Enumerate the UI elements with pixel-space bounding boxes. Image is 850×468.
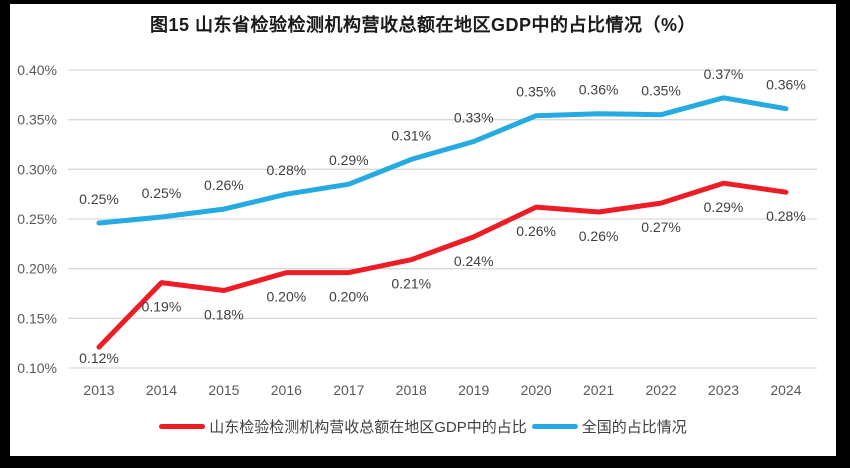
legend-swatch-shandong-line [159, 424, 206, 429]
series-line [96, 180, 789, 350]
legend-label-national: 全国的占比情况 [581, 419, 687, 436]
x-axis-tick-label: 2015 [208, 382, 239, 398]
data-label: 0.21% [391, 276, 431, 292]
data-label: 0.12% [79, 350, 119, 366]
x-axis-tick-label: 2023 [708, 382, 739, 398]
chart-legend: 山东检验检测机构营收总额在地区GDP中的占比 全国的占比情况 [10, 416, 836, 437]
data-label: 0.25% [79, 191, 119, 207]
data-label: 0.36% [766, 77, 806, 93]
x-axis-tick-label: 2013 [83, 382, 114, 398]
x-axis-tick-label: 2021 [583, 382, 614, 398]
data-label: 0.36% [579, 82, 619, 98]
data-label: 0.18% [204, 307, 244, 323]
x-axis-tick-label: 2014 [146, 382, 177, 398]
data-label: 0.29% [704, 199, 744, 215]
legend-label-shandong: 山东检验检测机构营收总额在地区GDP中的占比 [209, 419, 527, 436]
x-axis-tick-label: 2020 [521, 382, 552, 398]
y-axis-tick-label: 0.35% [17, 112, 57, 128]
data-label: 0.24% [454, 253, 494, 269]
data-label: 0.26% [516, 223, 556, 239]
y-axis-tick-label: 0.10% [17, 360, 57, 376]
y-axis-tick-label: 0.40% [17, 62, 57, 78]
data-label: 0.27% [641, 219, 681, 235]
y-axis-tick-label: 0.30% [17, 161, 57, 177]
data-label: 0.20% [266, 289, 306, 305]
data-label: 0.20% [329, 289, 369, 305]
y-axis-tick-label: 0.25% [17, 211, 57, 227]
legend-item-national: 全国的占比情况 [531, 416, 687, 437]
y-axis-tick-label: 0.15% [17, 310, 57, 326]
x-axis-tick-label: 2017 [333, 382, 364, 398]
data-label: 0.35% [516, 84, 556, 100]
data-label: 0.31% [391, 127, 431, 143]
data-label: 0.19% [142, 299, 182, 315]
data-label: 0.35% [641, 83, 681, 99]
x-axis-tick-label: 2019 [458, 382, 489, 398]
data-label: 0.26% [579, 228, 619, 244]
data-label: 0.28% [766, 208, 806, 224]
y-axis-tick-label: 0.20% [17, 261, 57, 277]
legend-swatch-national-line [531, 424, 578, 429]
data-label: 0.28% [266, 162, 306, 178]
data-label: 0.29% [329, 152, 369, 168]
x-axis-tick-label: 2018 [396, 382, 427, 398]
x-axis-tick-label: 2024 [770, 382, 801, 398]
x-axis-tick-label: 2016 [271, 382, 302, 398]
line-chart: 0.10% 0.15% 0.20% 0.25% 0.30% 0.35% 0.40% 2013 2… [17, 62, 817, 398]
data-label: 0.25% [142, 185, 182, 201]
data-label: 0.26% [204, 177, 244, 193]
series-line [96, 95, 789, 226]
x-axis-tick-label: 2022 [645, 382, 676, 398]
data-label: 0.33% [454, 110, 494, 126]
chart-canvas: 图15 山东省检验检测机构营收总额在地区GDP中的占比情况（%） 0.10% 0.… [10, 4, 836, 456]
chart-title: 图15 山东省检验检测机构营收总额在地区GDP中的占比情况（%） [149, 15, 697, 35]
data-label: 0.37% [704, 66, 744, 82]
legend-item-shandong: 山东检验检测机构营收总额在地区GDP中的占比 [159, 416, 527, 437]
